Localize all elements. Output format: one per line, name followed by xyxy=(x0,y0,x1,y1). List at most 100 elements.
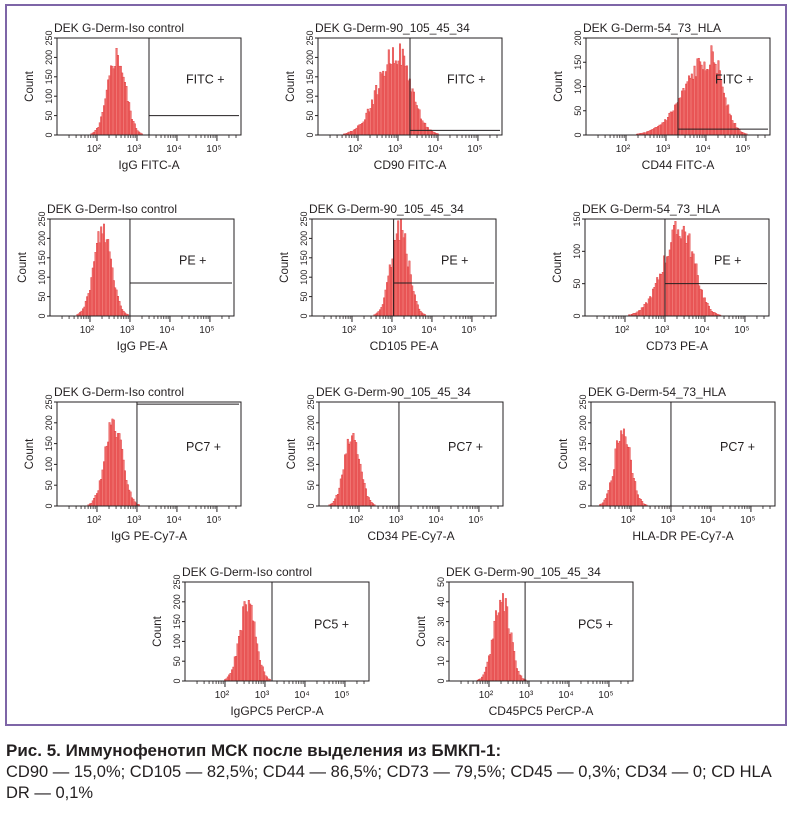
y-tick-label: 0 xyxy=(436,678,446,683)
gate-label: PC5 + xyxy=(578,618,613,632)
x-tick-label: 10⁵ xyxy=(735,144,750,155)
y-tick-label: 150 xyxy=(44,69,54,84)
y-tick-label: 150 xyxy=(578,436,588,451)
y-tick-label: 150 xyxy=(306,436,316,451)
y-tick-label: 200 xyxy=(172,594,182,609)
y-axis-label: Count xyxy=(24,70,36,101)
y-tick-label: 200 xyxy=(44,415,54,430)
histogram-bars xyxy=(628,221,722,317)
figure-frame xyxy=(5,4,787,726)
x-axis-label: CD34 PE-Cy7-A xyxy=(367,529,454,543)
x-tick-label: 10² xyxy=(616,144,631,155)
x-tick-label: 10⁴ xyxy=(159,325,174,336)
y-tick-label: 250 xyxy=(172,574,182,589)
gate-label: FITC + xyxy=(715,73,754,87)
gate-label: PE + xyxy=(441,254,468,268)
y-axis-label: Count xyxy=(17,251,29,282)
y-tick-label: 0 xyxy=(578,503,588,508)
histogram-panel-3: DEK G-Derm-54_73_HLA FITC + 0 50 100 150 200 Co… xyxy=(553,21,771,172)
histogram-panel-6: DEK G-Derm-54_73_HLA PE + 0 50 100 150 Count 10… xyxy=(552,202,770,353)
panel-title: DEK G-Derm-90_105_45_34 xyxy=(309,202,464,216)
panel-title: DEK G-Derm-54_73_HLA xyxy=(588,385,726,399)
y-axis-label: Count xyxy=(286,438,298,469)
panel-title: DEK G-Derm-90_105_45_34 xyxy=(315,21,470,35)
x-tick-label: 10⁴ xyxy=(294,690,309,701)
y-tick-label: 150 xyxy=(44,436,54,451)
y-tick-label: 50 xyxy=(305,111,315,121)
y-tick-label: 250 xyxy=(44,394,54,409)
x-tick-label: 10³ xyxy=(255,690,270,701)
x-tick-label: 10³ xyxy=(519,690,534,701)
histogram-panel-1: DEK G-Derm-Iso control FITC + 0 50 100 150 200… xyxy=(24,21,242,172)
histogram-bars xyxy=(76,223,129,317)
y-tick-label: 30 xyxy=(436,617,446,627)
y-tick-label: 40 xyxy=(436,597,446,607)
y-tick-label: 0 xyxy=(299,313,309,318)
y-tick-label: 50 xyxy=(172,656,182,666)
x-tick-label: 10² xyxy=(342,325,357,336)
y-tick-label: 50 xyxy=(44,111,54,121)
histogram-panel-9: DEK G-Derm-54_73_HLA PC7 + 0 50 100 150 200 250… xyxy=(558,385,776,543)
histogram-panel-2: DEK G-Derm-90_105_45_34 FITC + 0 50 100 150 20… xyxy=(285,21,503,172)
panel-title: DEK G-Derm-54_73_HLA xyxy=(583,21,721,35)
y-tick-label: 150 xyxy=(572,211,582,226)
y-tick-label: 250 xyxy=(299,211,309,226)
panel-title: DEK G-Derm-Iso control xyxy=(47,202,177,216)
y-tick-label: 150 xyxy=(573,55,583,70)
y-tick-label: 50 xyxy=(299,292,309,302)
gate-label: FITC + xyxy=(186,73,225,87)
histogram-bars xyxy=(224,600,271,682)
x-tick-label: 10⁵ xyxy=(734,325,749,336)
x-axis-label: CD90 FITC-A xyxy=(374,158,447,172)
y-tick-label: 100 xyxy=(299,270,309,285)
y-tick-label: 0 xyxy=(172,678,182,683)
x-tick-label: 10² xyxy=(87,144,102,155)
y-tick-label: 100 xyxy=(573,79,583,94)
y-tick-label: 200 xyxy=(573,30,583,45)
y-tick-label: 200 xyxy=(305,50,315,65)
x-tick-label: 10⁴ xyxy=(558,690,573,701)
histogram-panel-8: DEK G-Derm-90_105_45_34 PC7 + 0 50 100 150 200… xyxy=(286,385,504,543)
x-tick-label: 10⁵ xyxy=(461,325,476,336)
histogram-bars xyxy=(476,593,527,682)
x-tick-label: 10⁵ xyxy=(206,515,221,526)
y-tick-label: 200 xyxy=(306,415,316,430)
y-tick-label: 100 xyxy=(572,244,582,259)
histogram-bars xyxy=(328,433,376,507)
y-tick-label: 0 xyxy=(306,503,316,508)
y-tick-label: 150 xyxy=(299,250,309,265)
y-tick-label: 200 xyxy=(44,50,54,65)
x-axis-label: IgGPC5 PerCP-A xyxy=(230,704,323,718)
y-tick-label: 100 xyxy=(305,89,315,104)
histogram-panel-7: DEK G-Derm-Iso control PC7 + 0 50 100 150 200 2… xyxy=(24,385,242,543)
gate-label: PC7 + xyxy=(448,440,483,454)
y-tick-label: 250 xyxy=(578,394,588,409)
x-tick-label: 10³ xyxy=(127,515,142,526)
histogram-bars xyxy=(343,43,439,136)
histogram-panel-5: DEK G-Derm-90_105_45_34 PE + 0 50 100 150 200 2… xyxy=(279,202,497,353)
y-tick-label: 10 xyxy=(436,656,446,666)
y-tick-label: 0 xyxy=(572,313,582,318)
x-tick-label: 10³ xyxy=(127,144,142,155)
figure-caption: Рис. 5. Иммунофенотип МСК после выделени… xyxy=(6,740,790,804)
y-tick-label: 100 xyxy=(578,457,588,472)
y-tick-label: 50 xyxy=(44,480,54,490)
panel-title: DEK G-Derm-Iso control xyxy=(54,21,184,35)
gate-label: PE + xyxy=(179,254,206,268)
x-tick-label: 10⁴ xyxy=(166,144,181,155)
caption-body: CD90 — 15,0%; CD105 — 82,5%; CD44 — 86,5… xyxy=(6,763,771,802)
x-tick-label: 10² xyxy=(87,515,102,526)
panel-title: DEK G-Derm-Iso control xyxy=(182,565,312,579)
x-tick-label: 10⁵ xyxy=(467,144,482,155)
histogram-bars xyxy=(87,418,140,507)
y-tick-label: 100 xyxy=(172,634,182,649)
y-tick-label: 200 xyxy=(299,231,309,246)
x-tick-label: 10³ xyxy=(661,515,676,526)
y-axis-label: Count xyxy=(416,615,428,646)
x-tick-label: 10⁴ xyxy=(166,515,181,526)
x-tick-label: 10² xyxy=(479,690,494,701)
y-tick-label: 50 xyxy=(573,106,583,116)
caption-title: Рис. 5. Иммунофенотип МСК после выделени… xyxy=(6,741,502,760)
x-tick-label: 10⁴ xyxy=(695,144,710,155)
panel-title: DEK G-Derm-54_73_HLA xyxy=(582,202,720,216)
